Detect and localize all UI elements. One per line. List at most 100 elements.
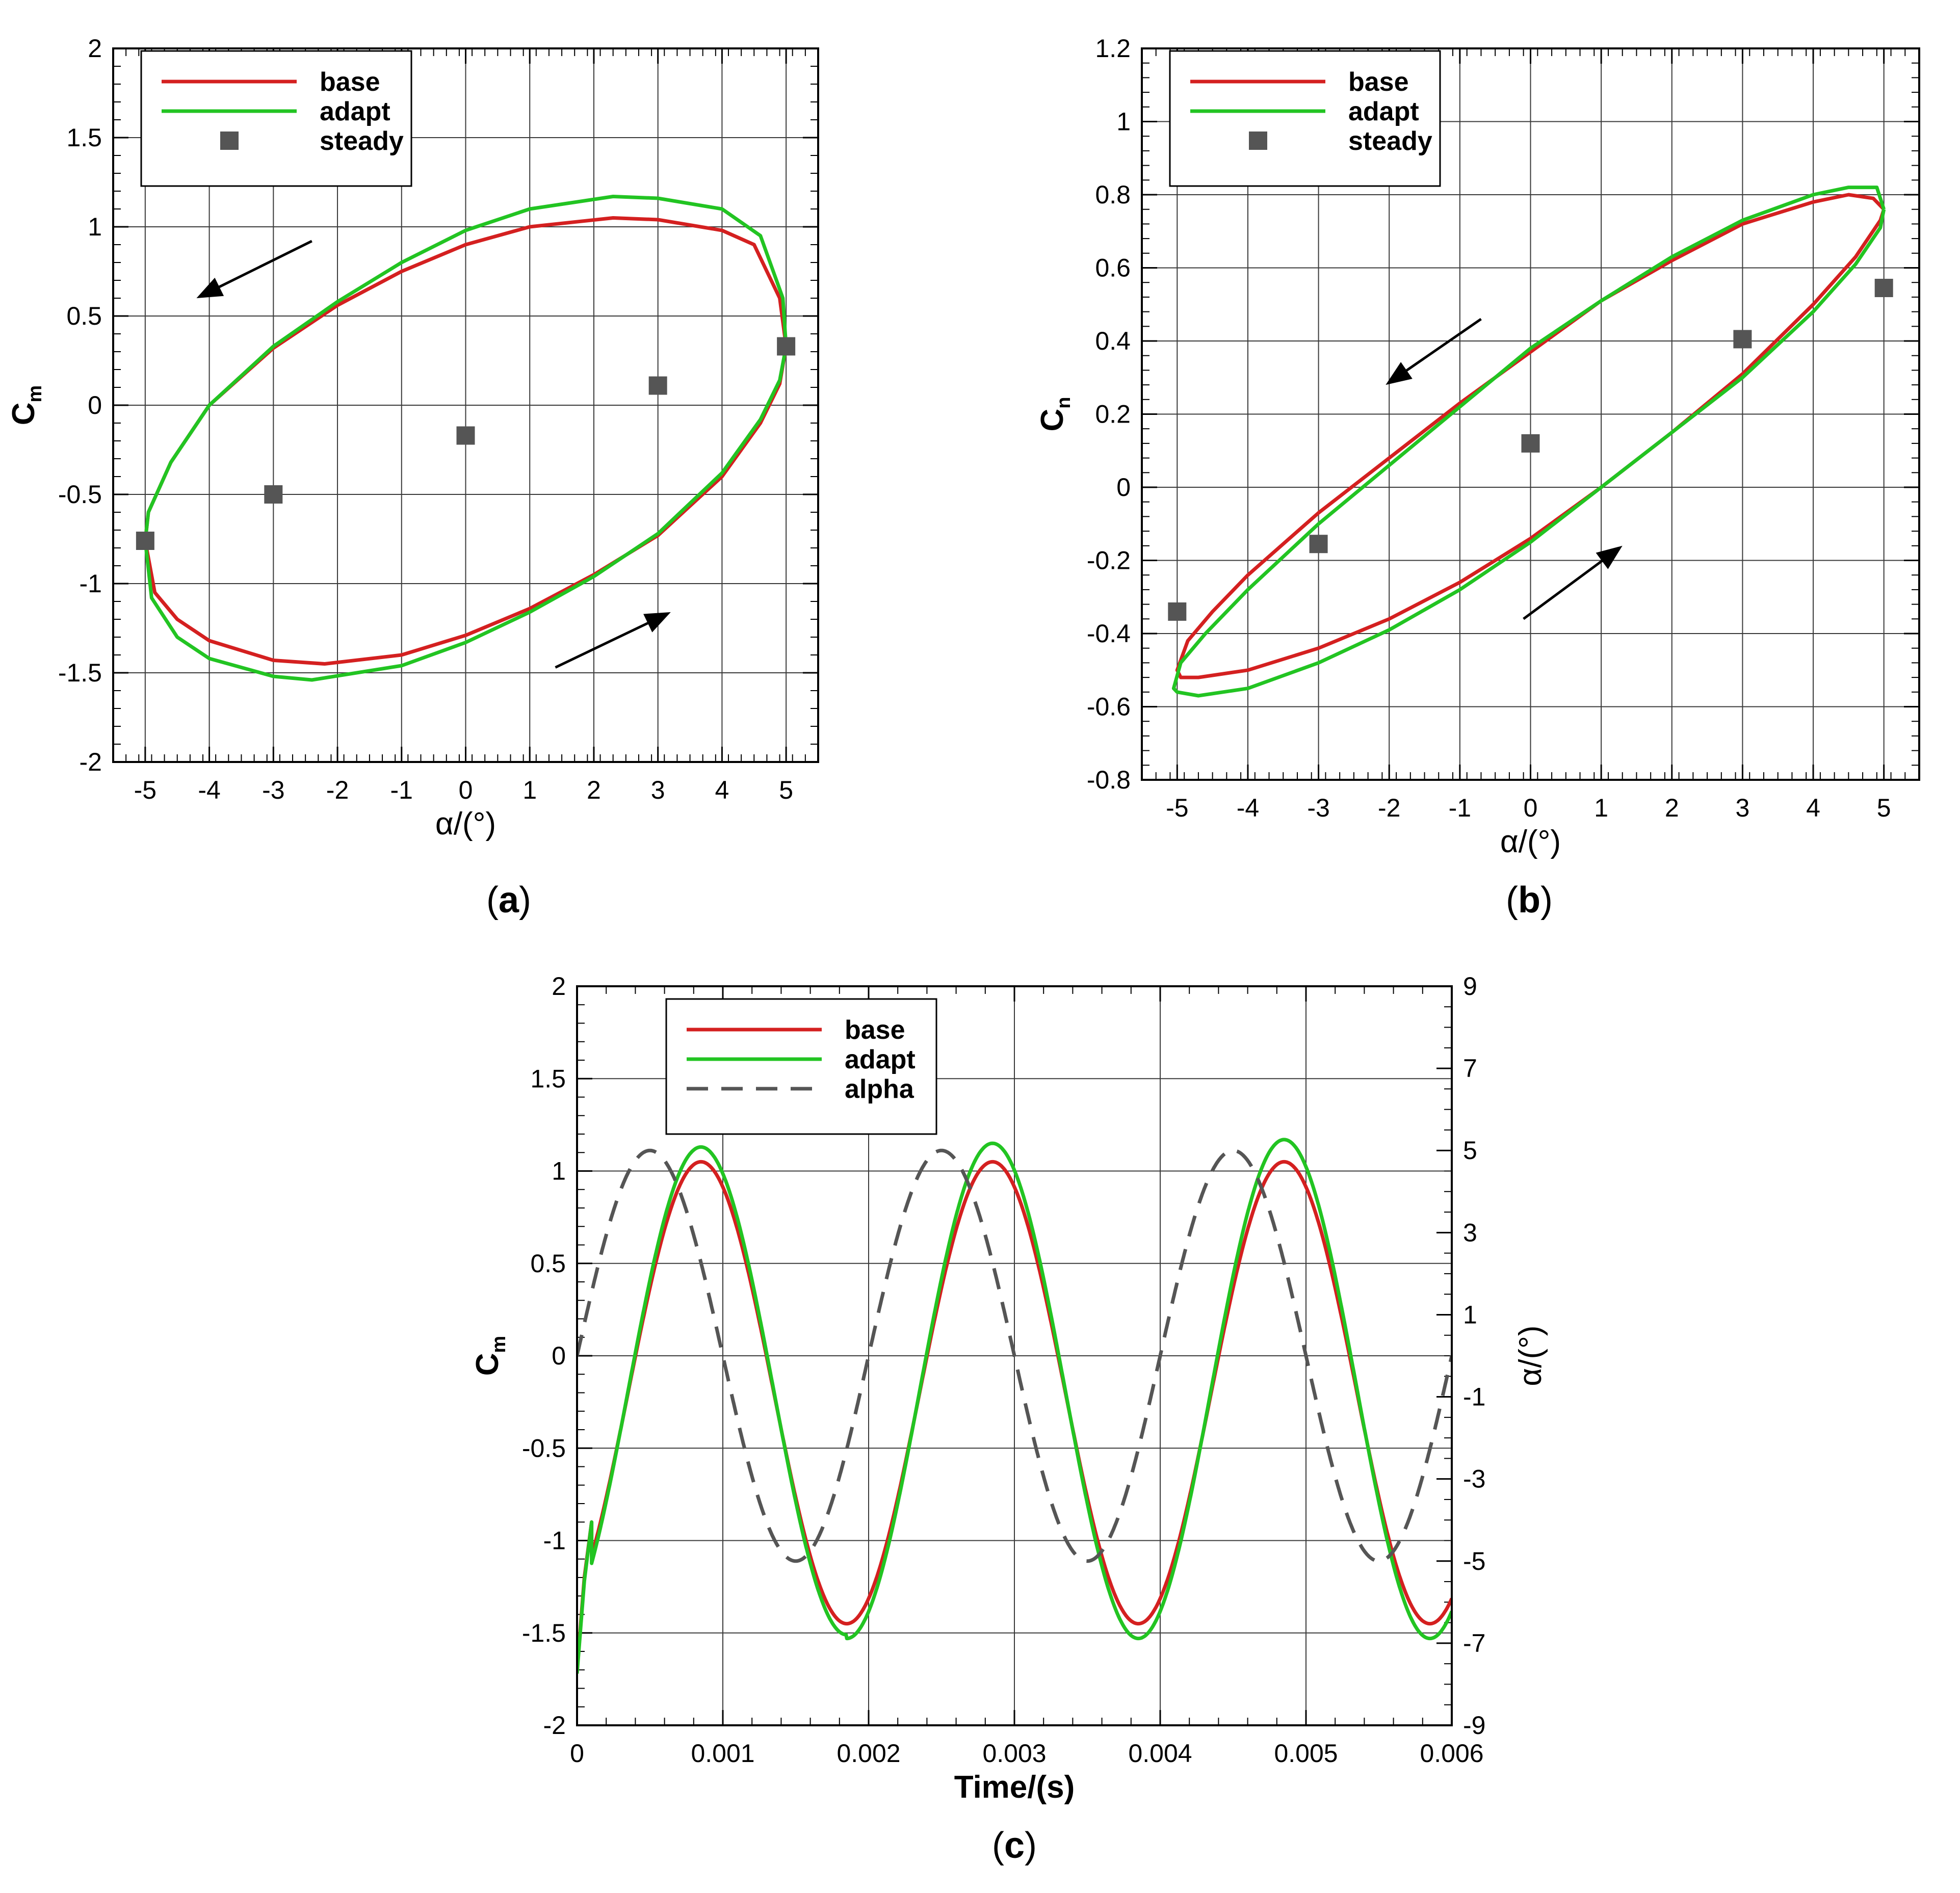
legend-entry: base: [687, 1015, 905, 1045]
y2-tick-label: 5: [1463, 1136, 1477, 1165]
y-tick-label: 1.5: [530, 1064, 566, 1093]
y-tick-label: -0.5: [522, 1434, 566, 1462]
y-axis-label: Cn: [1035, 397, 1075, 432]
y-axis-label-subscript: m: [24, 385, 46, 403]
x-tick-label: 4: [715, 776, 729, 804]
direction-arrow: [196, 240, 312, 298]
legend-swatch-square: [1249, 132, 1267, 150]
tick-labels: -5 -4 -3 -2 -1 0 1 2 3 4 5 2 1.5 1 0.5 0 -0.5 -1 -1.5 -2: [58, 34, 793, 804]
x-tick-label: 0.004: [1128, 1739, 1192, 1768]
x-tick-label: -5: [1166, 794, 1188, 822]
panel-caption: (b): [1506, 880, 1553, 921]
legend-entry: adapt: [687, 1045, 916, 1074]
plot-frame: [576, 985, 1453, 1726]
chart-panel-c: 0 0.001 0.002 0.003 0.004 0.005 0.006 2 1.5 1 0.5 0…: [470, 972, 1548, 1866]
x-tick-label: 0: [570, 1739, 584, 1768]
y-axis-label-main: C: [470, 1353, 505, 1376]
arrow-head: [1386, 362, 1413, 385]
plot-frame: [1141, 47, 1920, 781]
y-axis-label: Cm: [470, 1336, 510, 1376]
y-tick-label: -0.5: [58, 480, 102, 509]
legend-entry: adapt: [162, 97, 390, 126]
series-layer: [577, 1138, 1452, 1674]
y-tick-label: 0: [552, 1342, 566, 1370]
direction-arrow: [555, 612, 671, 669]
x-axis-label: Time/(s): [954, 1770, 1075, 1805]
tick-labels: 0 0.001 0.002 0.003 0.004 0.005 0.006 2 1.5 1 0.5 0…: [522, 972, 1486, 1768]
x-tick-label: -3: [262, 776, 284, 804]
tick-labels: -5 -4 -3 -2 -1 0 1 2 3 4 5 1.2 1 0.8 0.6 0.4 0.2 0 -0.2 -0.…: [1087, 34, 1891, 822]
y-tick-label: -0.2: [1087, 546, 1131, 575]
legend-label: alpha: [845, 1074, 914, 1104]
y2-tick-label: 1: [1463, 1300, 1477, 1329]
x-tick-label: -4: [1237, 794, 1259, 822]
x-tick-label: 0.001: [691, 1739, 754, 1768]
steady-marker: [777, 337, 796, 356]
y-axis-label-main: C: [6, 403, 41, 426]
x-tick-label: 0: [1524, 794, 1538, 822]
legend-entry: adapt: [1190, 97, 1419, 126]
x-tick-label: 0.006: [1420, 1739, 1483, 1768]
x-tick-label: -2: [1378, 794, 1400, 822]
panel-caption: (c): [992, 1825, 1037, 1866]
plot-frame: [112, 47, 819, 763]
y2-tick-label: -9: [1463, 1711, 1485, 1740]
x-axis-label: α/(°): [1500, 824, 1561, 859]
steady-marker: [1521, 434, 1540, 453]
x-tick-label: 2: [587, 776, 601, 804]
steady-marker: [648, 376, 667, 395]
y-tick-label: 0: [1116, 473, 1131, 502]
x-tick-label: -5: [134, 776, 156, 804]
x-tick-label: 0.005: [1274, 1739, 1338, 1768]
legend-label: base: [845, 1015, 905, 1045]
grid-lines: [1142, 48, 1919, 780]
arrow-shaft: [555, 620, 653, 669]
y2-tick-label: 3: [1463, 1218, 1477, 1247]
x-tick-label: -3: [1307, 794, 1329, 822]
legend-label: steady: [1348, 126, 1432, 156]
steady-marker: [1733, 330, 1752, 349]
x-tick-label: -2: [326, 776, 349, 804]
chart-panel-b: -5 -4 -3 -2 -1 0 1 2 3 4 5 1.2 1 0.8 0.6 0.4 0.2 0 -0.2 -0.…: [1035, 34, 1920, 921]
y-tick-label: 0.5: [66, 302, 102, 330]
y-tick-label: 1: [88, 213, 102, 241]
panel-caption-letter: a: [499, 880, 519, 921]
series-adapt-line: [1171, 186, 1886, 698]
x-tick-label: 0.003: [982, 1739, 1046, 1768]
y2-tick-label: -5: [1463, 1547, 1485, 1575]
y-tick-label: 0.4: [1095, 327, 1131, 355]
steady-marker: [264, 485, 283, 504]
y-tick-label: -0.4: [1087, 619, 1131, 648]
y-tick-label: 2: [552, 972, 566, 1001]
steady-marker: [1309, 535, 1328, 554]
y-tick-label: -1.5: [58, 659, 102, 687]
y2-tick-label: -1: [1463, 1383, 1485, 1411]
y-tick-label: 1: [1116, 108, 1131, 136]
y2-tick-label: -3: [1463, 1465, 1485, 1493]
legend-label: base: [320, 67, 380, 97]
panel-caption-open: (: [992, 1825, 1004, 1866]
steady-marker: [1874, 278, 1893, 297]
panel-caption-close: ): [1540, 880, 1553, 921]
steady-marker: [136, 532, 154, 550]
chart-panel-a: -5 -4 -3 -2 -1 0 1 2 3 4 5 2 1.5 1 0.5 0 -0.5 -1 -1.5 -2 bas…: [6, 34, 819, 921]
y-tick-label: 0.2: [1095, 400, 1131, 429]
y-tick-label: -0.6: [1087, 693, 1131, 721]
x-tick-label: 1: [1594, 794, 1608, 822]
legend-label: adapt: [320, 97, 390, 126]
y2-axis-label: α/(°): [1513, 1325, 1548, 1386]
series-base-line: [577, 1160, 1452, 1670]
y-axis-label-subscript: m: [488, 1336, 510, 1353]
y-tick-label: 2: [88, 34, 102, 63]
y-axis-label-subscript: n: [1053, 397, 1075, 409]
y-tick-label: 1.2: [1095, 34, 1131, 63]
direction-arrow: [1386, 318, 1482, 385]
x-tick-label: 3: [651, 776, 665, 804]
y-tick-label: -2: [543, 1711, 566, 1740]
panel-caption-close: ): [519, 880, 531, 921]
x-tick-label: 3: [1736, 794, 1750, 822]
